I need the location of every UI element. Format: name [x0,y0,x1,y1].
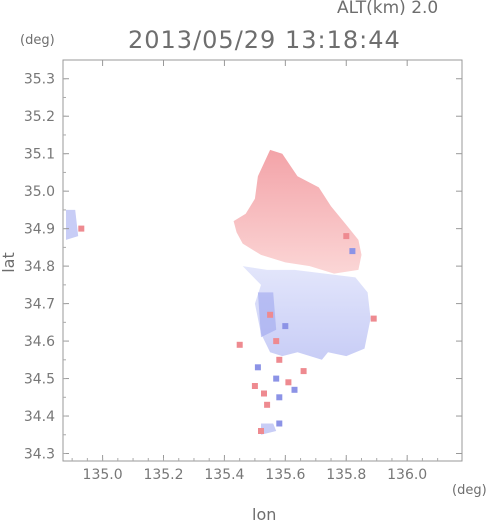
speckle-15 [236,341,243,348]
speckle-6 [264,401,271,408]
altitude-label: ALT(km) 2.0 [337,0,439,18]
y-tick-label: 34.9 [24,222,55,238]
speckle-10 [343,233,350,240]
speckle-3 [285,379,292,386]
axis-ticks: 135.0 135.2 135.4 135.6 135.8 136.0 34.3 34.4 34… [24,60,462,483]
x-tick-label: 135.6 [265,467,305,483]
data-speckles [78,225,377,434]
y-tick-label: 34.8 [24,259,55,275]
region-west-patch [66,209,79,240]
x-tick-label: 135.8 [326,467,366,483]
x-axis-title: lon [252,505,277,524]
y-tick-label: 35.1 [24,147,55,163]
y-tick-label: 34.3 [24,447,55,463]
speckle-17 [370,315,377,322]
speckle-4 [291,386,298,393]
speckle-2 [273,375,280,382]
y-tick-label: 34.6 [24,334,55,350]
x-tick-label: 136.0 [387,467,427,483]
x-unit-label: (deg) [452,483,487,498]
speckle-8 [258,428,264,434]
y-tick-label: 34.4 [24,409,55,425]
speckle-5 [300,368,307,375]
region-north-cell [233,149,362,274]
speckle-0 [251,383,258,389]
x-tick-label: 135.0 [83,467,123,483]
y-tick-label: 34.7 [24,297,55,313]
plot-frame [62,59,463,462]
speckle-19 [254,364,261,371]
speckle-13 [273,338,280,345]
y-unit-label: (deg) [20,33,55,48]
y-tick-label: 34.5 [24,372,55,388]
speckle-14 [282,323,289,330]
speckle-12 [267,311,274,318]
y-tick-label: 35.0 [24,184,55,200]
region-south-strip [261,423,277,435]
speckle-9 [276,420,283,427]
region-south-cell [242,266,371,360]
speckle-7 [276,394,283,401]
y-tick-label: 35.3 [24,72,55,88]
x-tick-label: 135.2 [143,467,183,483]
region-west-core [257,292,277,338]
speckle-16 [276,356,283,363]
speckle-18 [78,225,85,232]
timestamp-title: 2013/05/29 13:18:44 [128,26,401,54]
data-regions [66,149,371,435]
y-tick-label: 35.2 [24,109,55,125]
speckle-1 [261,390,267,397]
x-tick-label: 135.4 [204,467,244,483]
speckle-11 [349,248,356,255]
